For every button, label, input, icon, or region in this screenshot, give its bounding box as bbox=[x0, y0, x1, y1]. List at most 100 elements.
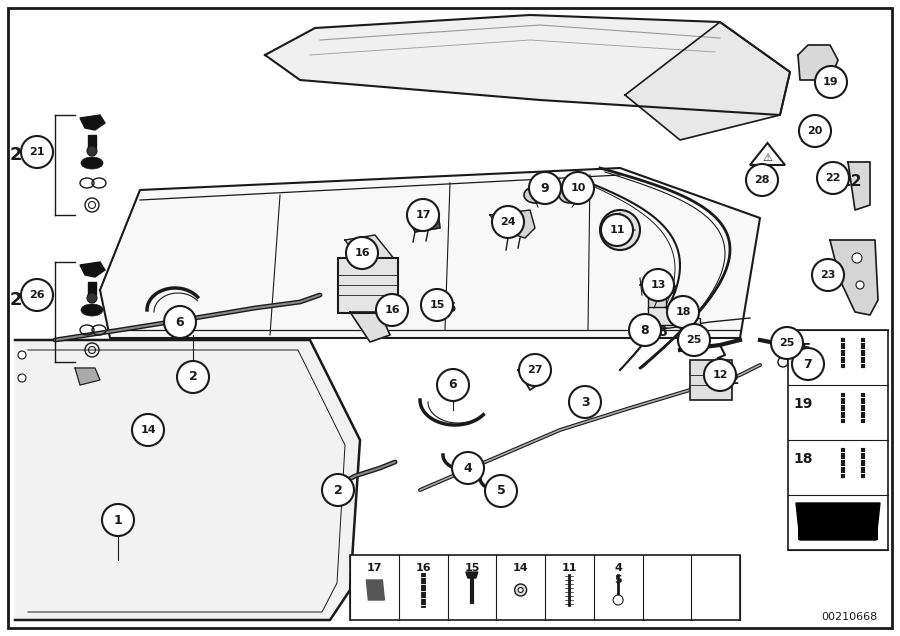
Circle shape bbox=[421, 289, 453, 321]
Text: 21: 21 bbox=[10, 146, 34, 164]
Text: ⚠: ⚠ bbox=[762, 153, 772, 163]
Polygon shape bbox=[848, 162, 870, 210]
Circle shape bbox=[642, 269, 674, 301]
Text: 25: 25 bbox=[793, 342, 813, 356]
Circle shape bbox=[485, 475, 517, 507]
Text: 5: 5 bbox=[497, 485, 506, 497]
Text: 27: 27 bbox=[527, 365, 543, 375]
Circle shape bbox=[678, 324, 710, 356]
Text: 2: 2 bbox=[334, 483, 342, 497]
Circle shape bbox=[519, 354, 551, 386]
Text: 3: 3 bbox=[580, 396, 590, 408]
Polygon shape bbox=[80, 115, 105, 130]
Text: 8: 8 bbox=[657, 325, 667, 339]
Text: 25: 25 bbox=[779, 338, 795, 348]
Text: 19: 19 bbox=[824, 77, 839, 87]
Bar bbox=[690, 360, 732, 400]
Circle shape bbox=[704, 359, 736, 391]
Circle shape bbox=[87, 293, 97, 303]
Text: 26: 26 bbox=[29, 290, 45, 300]
Text: 17: 17 bbox=[415, 210, 431, 220]
Text: 14: 14 bbox=[513, 563, 528, 573]
Circle shape bbox=[778, 357, 788, 367]
Circle shape bbox=[529, 172, 561, 204]
Circle shape bbox=[407, 199, 439, 231]
Circle shape bbox=[346, 237, 378, 269]
Circle shape bbox=[164, 306, 196, 338]
Bar bbox=[680, 318, 700, 338]
Polygon shape bbox=[798, 45, 838, 80]
Text: 13: 13 bbox=[651, 280, 666, 290]
Circle shape bbox=[771, 327, 803, 359]
Text: 1: 1 bbox=[113, 513, 122, 527]
Polygon shape bbox=[625, 22, 790, 140]
Polygon shape bbox=[15, 340, 360, 620]
Text: 2: 2 bbox=[189, 371, 197, 384]
Text: 28: 28 bbox=[754, 175, 770, 185]
Circle shape bbox=[21, 136, 53, 168]
Text: 22: 22 bbox=[842, 174, 863, 190]
Bar bbox=[338, 258, 398, 313]
Circle shape bbox=[613, 595, 623, 605]
Text: 15: 15 bbox=[464, 563, 480, 573]
Polygon shape bbox=[100, 168, 760, 338]
Polygon shape bbox=[345, 235, 395, 268]
Circle shape bbox=[102, 504, 134, 536]
Bar bbox=[648, 307, 673, 325]
Circle shape bbox=[629, 314, 661, 346]
Ellipse shape bbox=[559, 187, 581, 203]
Text: 9: 9 bbox=[541, 181, 549, 195]
Text: 11: 11 bbox=[562, 563, 577, 573]
Polygon shape bbox=[518, 365, 545, 390]
Circle shape bbox=[21, 279, 53, 311]
Text: 14: 14 bbox=[140, 425, 156, 435]
Circle shape bbox=[569, 386, 601, 418]
Circle shape bbox=[562, 172, 594, 204]
Text: 26: 26 bbox=[10, 291, 34, 309]
Circle shape bbox=[852, 253, 862, 263]
Circle shape bbox=[177, 361, 209, 393]
Ellipse shape bbox=[81, 157, 103, 169]
Circle shape bbox=[87, 146, 97, 156]
Circle shape bbox=[815, 66, 847, 98]
Circle shape bbox=[601, 214, 633, 246]
Polygon shape bbox=[366, 580, 384, 600]
Circle shape bbox=[18, 351, 26, 359]
Bar bbox=[350, 555, 740, 620]
Circle shape bbox=[799, 115, 831, 147]
Text: 16: 16 bbox=[384, 305, 400, 315]
Polygon shape bbox=[490, 210, 535, 238]
Text: 17: 17 bbox=[366, 563, 382, 573]
Text: 18: 18 bbox=[793, 452, 813, 466]
Text: 12: 12 bbox=[720, 373, 740, 387]
Text: 16: 16 bbox=[355, 248, 370, 258]
Polygon shape bbox=[88, 282, 96, 295]
Polygon shape bbox=[75, 368, 100, 385]
Polygon shape bbox=[88, 135, 96, 148]
Bar bbox=[648, 290, 666, 310]
Polygon shape bbox=[80, 262, 105, 277]
Text: 19: 19 bbox=[793, 398, 813, 411]
Circle shape bbox=[667, 296, 699, 328]
Circle shape bbox=[322, 474, 354, 506]
Text: 24: 24 bbox=[500, 217, 516, 227]
Ellipse shape bbox=[515, 584, 526, 596]
Text: 25: 25 bbox=[687, 335, 702, 345]
Text: 15: 15 bbox=[429, 300, 445, 310]
Text: 23: 23 bbox=[820, 270, 836, 280]
Polygon shape bbox=[408, 210, 440, 232]
Circle shape bbox=[600, 210, 640, 250]
Text: 20: 20 bbox=[799, 130, 821, 146]
Text: 4
5: 4 5 bbox=[614, 563, 622, 584]
Text: 8: 8 bbox=[641, 324, 649, 336]
Circle shape bbox=[492, 206, 524, 238]
Circle shape bbox=[792, 348, 824, 380]
Polygon shape bbox=[830, 240, 878, 315]
Circle shape bbox=[132, 414, 164, 446]
Polygon shape bbox=[796, 503, 880, 540]
Text: 11: 11 bbox=[609, 225, 625, 235]
Circle shape bbox=[437, 369, 469, 401]
Ellipse shape bbox=[524, 187, 546, 203]
Circle shape bbox=[452, 452, 484, 484]
Circle shape bbox=[812, 259, 844, 291]
